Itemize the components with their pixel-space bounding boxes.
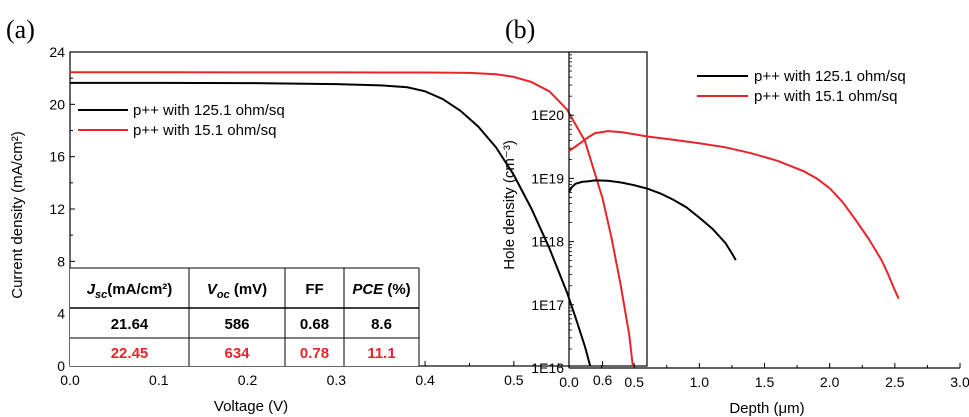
table-cell: 21.64: [111, 316, 149, 333]
panel-b-x-tick-label: 0.0: [559, 374, 579, 390]
panel-b-y-tick-label: 1E19: [531, 170, 564, 186]
panel-b-x-tick-label: 2.5: [885, 374, 905, 390]
table-cell: 11.1: [367, 345, 395, 362]
table-background: [70, 268, 419, 366]
panel-a-x-tick-label: 0.5: [504, 372, 524, 388]
panel-a: (a) 0.0 0.1 0.2 0.3 0.4 0.5 0.6 0 4 8 12 16 20 24 p++ …: [6, 15, 648, 415]
panel-b-y-tick-label: 1E17: [531, 297, 564, 313]
panel-b-y-axis-title: Hole density (cm⁻³): [501, 140, 518, 270]
panel-b-y-tick-label: 1E16: [531, 360, 564, 376]
panel-a-y-tick-label: 24: [49, 44, 65, 60]
panel-a-series-line-2: [70, 71, 634, 367]
panel-a-legend-entry-1: p++ with 125.1 ohm/sq: [133, 102, 285, 119]
panel-a-y-tick-label: 4: [57, 306, 65, 322]
table-cell: 586: [224, 316, 249, 333]
panel-a-legend-entry-2: p++ with 15.1 ohm/sq: [133, 122, 276, 139]
panel-a-y-tick-label: 0: [57, 358, 65, 374]
panel-a-x-tick-label: 0.6: [593, 372, 613, 388]
panel-a-y-tick-label: 8: [57, 253, 65, 269]
panel-a-y-tick-label: 12: [49, 201, 65, 217]
panel-a-label: (a): [6, 15, 35, 44]
panel-b-legend-entry-2: p++ with 15.1 ohm/sq: [754, 88, 897, 105]
panel-b-x-tick-label: 3.0: [950, 374, 969, 390]
panel-b-label: (b): [505, 15, 535, 44]
table-cell: 634: [224, 345, 250, 362]
table-header-2: Voc (mV): [207, 281, 267, 301]
panel-b-plot: 0.0 0.5 1.0 1.5 2.0 2.5 3.0 1E16 1E17 1E18 1E19 1E2…: [531, 52, 969, 390]
panel-b-x-axis-title: Depth (μm): [729, 400, 804, 417]
panel-a-plot: 0.0 0.1 0.2 0.3 0.4 0.5 0.6 0 4 8 12 16 20 24 p++ with…: [49, 44, 648, 388]
panel-b-series-line-2: [568, 130, 900, 300]
table-cell: 8.6: [371, 316, 392, 333]
panel-a-x-tick-label: 0.2: [238, 372, 258, 388]
table-cell: 0.78: [300, 345, 329, 362]
table-header-3: FF: [305, 281, 323, 298]
panel-b-y-tick-label: 1E18: [531, 234, 564, 250]
panel-b-y-tick-label: 1E20: [531, 107, 564, 123]
panel-b-x-tick-label: 1.5: [755, 374, 775, 390]
panel-b-x-tick-label: 1.0: [690, 374, 710, 390]
panel-a-x-tick-label: 0.4: [415, 372, 435, 388]
table-header-4: PCE (%): [352, 281, 410, 298]
panel-a-y-axis-title: Current density (mA/cm²): [9, 131, 26, 299]
panel-b-x-tick-label: 2.0: [820, 374, 840, 390]
table-cell: 22.45: [111, 345, 149, 362]
panel-a-x-tick-label: 0.1: [149, 372, 169, 388]
table-cell: 0.68: [300, 316, 329, 333]
panel-a-x-axis-title: Voltage (V): [214, 398, 288, 415]
panel-b-series-line-1: [568, 179, 737, 261]
table-header-1: Jsc(mA/cm²): [87, 281, 173, 301]
panel-a-x-tick-label: 0.0: [60, 372, 80, 388]
panel-b-legend-entry-1: p++ with 125.1 ohm/sq: [754, 68, 906, 85]
parameter-table: Jsc(mA/cm²) Voc (mV) FF PCE (%) 21.64 586 0.68…: [70, 267, 420, 366]
panel-b-x-tick-label: 0.5: [624, 374, 644, 390]
panel-a-y-tick-label: 16: [49, 149, 65, 165]
panel-a-y-tick-label: 20: [49, 96, 65, 112]
panel-b: (b) 0.0 0.5 1.0 1.5 2.0 2.5 3.0 1E16 1E17 1E18 1E1…: [501, 15, 969, 417]
panel-a-x-tick-label: 0.3: [327, 372, 347, 388]
